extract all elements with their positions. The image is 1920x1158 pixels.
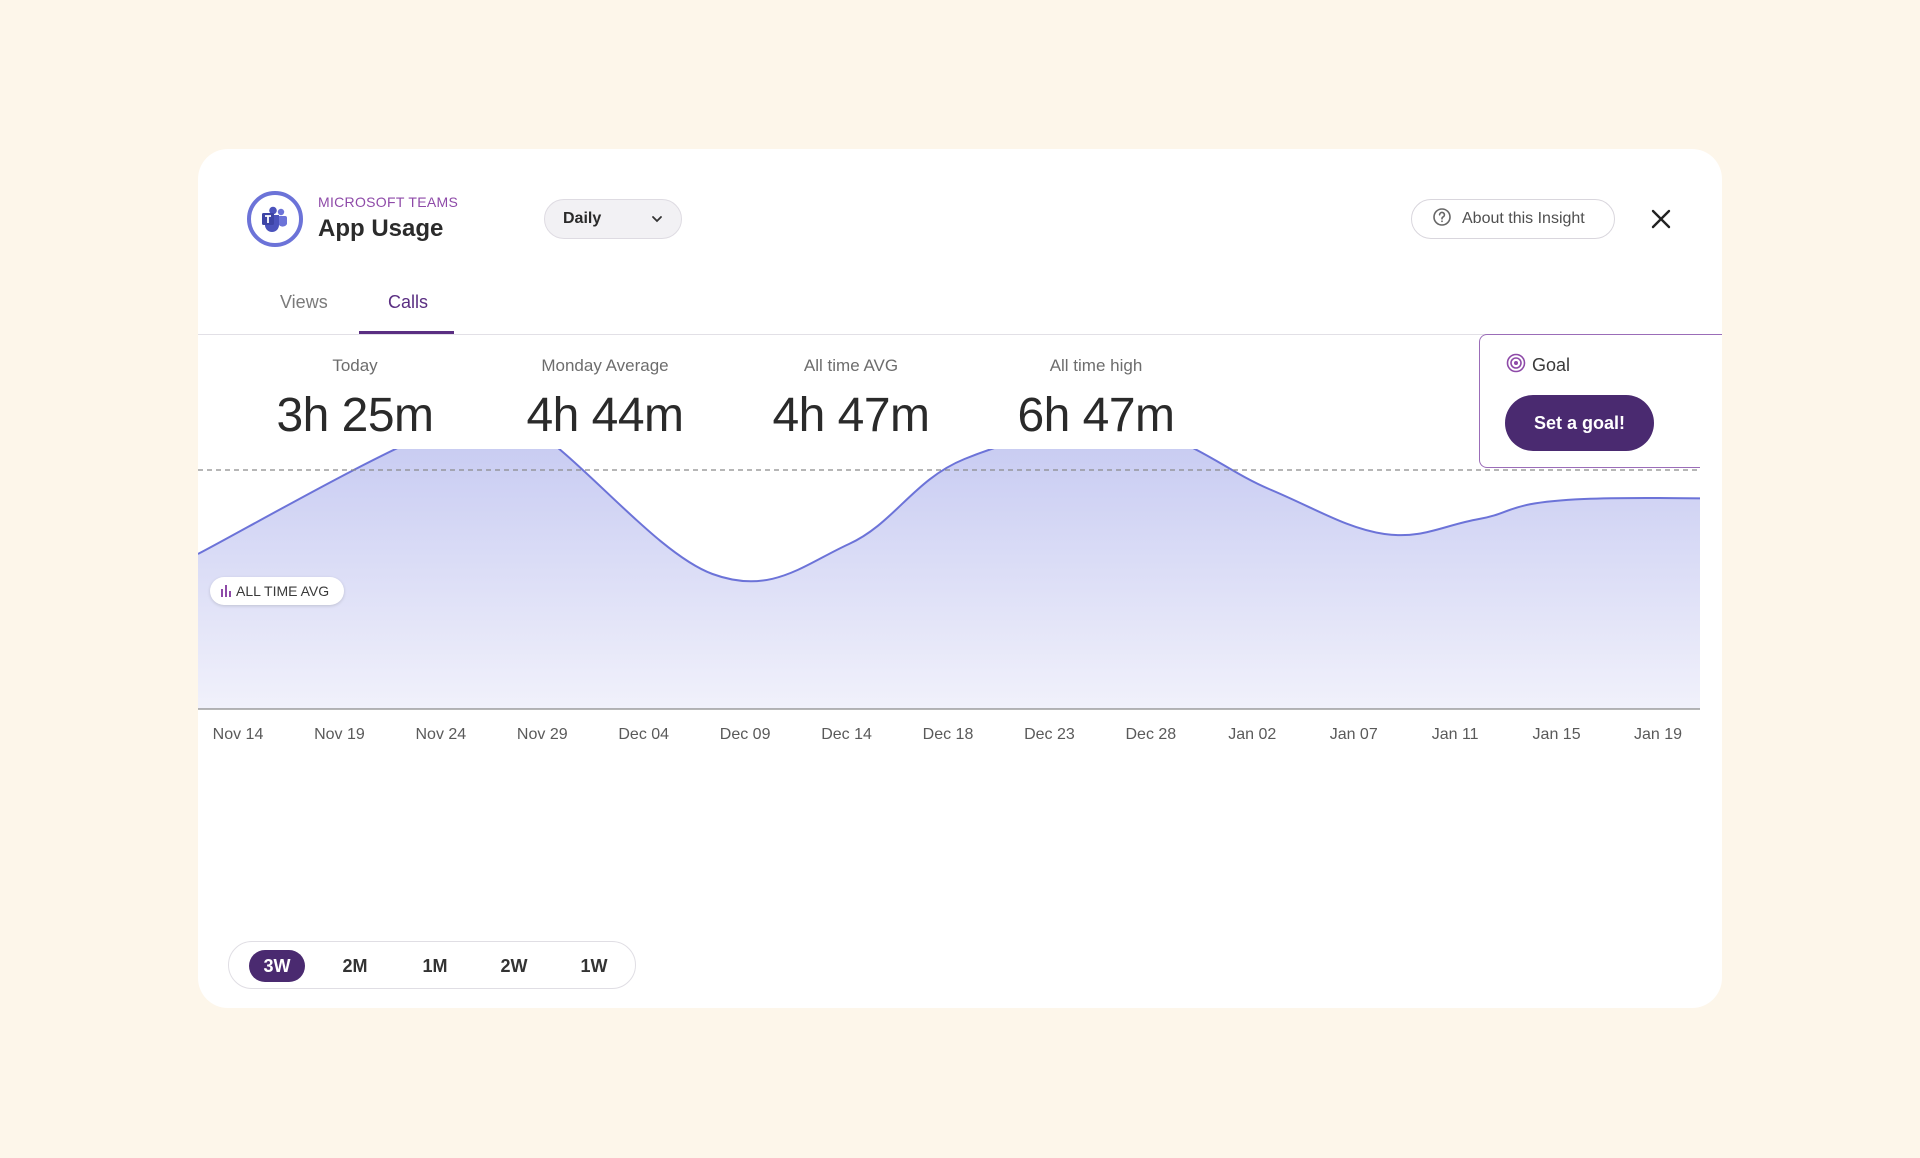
x-tick-label: Dec 09 bbox=[720, 726, 771, 743]
x-tick-label: Nov 24 bbox=[416, 726, 467, 743]
calls-line bbox=[198, 449, 1722, 583]
about-insight-button[interactable]: About this Insight bbox=[1411, 199, 1615, 239]
page-title: App Usage bbox=[318, 215, 444, 242]
range-selector: 3W 2M 1M 2W 1W bbox=[228, 941, 636, 989]
period-select-value: Daily bbox=[563, 210, 602, 227]
x-tick-label: Nov 29 bbox=[517, 726, 568, 743]
stat-monday-average: Monday Average 4h 44m bbox=[495, 356, 715, 443]
x-tick-label: Dec 04 bbox=[618, 726, 669, 743]
close-button[interactable] bbox=[1646, 204, 1676, 234]
goal-header: Goal bbox=[1506, 353, 1570, 378]
range-3w-button[interactable]: 3W bbox=[249, 950, 305, 982]
all-time-avg-label: ALL TIME AVG bbox=[236, 583, 330, 599]
stat-label: Today bbox=[332, 356, 378, 375]
stat-all-time-high: All time high 6h 47m bbox=[986, 356, 1206, 443]
stat-value: 3h 25m bbox=[276, 389, 434, 442]
x-tick-label: Dec 23 bbox=[1024, 726, 1075, 743]
period-select[interactable]: Daily bbox=[544, 199, 682, 239]
stat-value: 4h 47m bbox=[772, 389, 930, 442]
target-icon bbox=[1506, 353, 1526, 378]
range-2m-button[interactable]: 2M bbox=[342, 955, 368, 976]
goal-label: Goal bbox=[1532, 355, 1571, 375]
app-name: MICROSOFT TEAMS bbox=[318, 194, 459, 210]
bar-chart-icon bbox=[220, 583, 232, 600]
set-goal-button[interactable]: Set a goal! bbox=[1505, 395, 1654, 451]
tab-calls[interactable]: Calls bbox=[388, 292, 429, 312]
stat-label: Monday Average bbox=[541, 356, 669, 375]
x-tick-label: Jan 19 bbox=[1634, 726, 1682, 743]
about-insight-label: About this Insight bbox=[1462, 210, 1585, 227]
stat-label: All time high bbox=[1049, 356, 1143, 375]
range-1w-button[interactable]: 1W bbox=[580, 955, 608, 976]
teams-logo-icon bbox=[247, 191, 303, 247]
range-2w-button[interactable]: 2W bbox=[500, 955, 528, 976]
x-tick-label: Nov 19 bbox=[314, 726, 365, 743]
x-tick-label: Jan 11 bbox=[1432, 726, 1479, 743]
chevron-down-icon bbox=[651, 215, 663, 223]
x-tick-label: Dec 18 bbox=[923, 726, 974, 743]
usage-chart: Nov 14 Nov 19 Nov 24 Nov 29 Dec 04 Dec 09 Dec … bbox=[198, 449, 1722, 919]
range-1m-button[interactable]: 1M bbox=[422, 955, 448, 976]
x-tick-label: Jan 02 bbox=[1228, 726, 1276, 743]
tab-divider bbox=[198, 334, 1722, 335]
stat-label: All time AVG bbox=[803, 356, 899, 375]
close-icon bbox=[1651, 209, 1671, 229]
calls-area bbox=[198, 449, 1722, 709]
stat-value: 6h 47m bbox=[1017, 389, 1175, 442]
stat-value: 4h 44m bbox=[526, 389, 684, 442]
all-time-avg-tag: ALL TIME AVG bbox=[210, 577, 344, 605]
question-icon bbox=[1432, 207, 1452, 232]
stat-all-time-avg: All time AVG 4h 47m bbox=[741, 356, 961, 443]
plot-right-margin bbox=[1700, 449, 1722, 919]
x-tick-label: Nov 14 bbox=[213, 726, 264, 743]
x-tick-label: Jan 15 bbox=[1533, 726, 1581, 743]
active-tab-indicator bbox=[359, 331, 454, 334]
insight-card: MICROSOFT TEAMS App Usage Daily About th… bbox=[198, 149, 1722, 1008]
x-tick-label: Jan 07 bbox=[1330, 726, 1378, 743]
tab-views[interactable]: Views bbox=[280, 292, 328, 312]
goal-panel: Goal Set a goal! bbox=[1479, 334, 1722, 468]
x-tick-label: Dec 28 bbox=[1126, 726, 1177, 743]
x-tick-label: Dec 14 bbox=[821, 726, 872, 743]
stat-today: Today 3h 25m bbox=[245, 356, 465, 443]
